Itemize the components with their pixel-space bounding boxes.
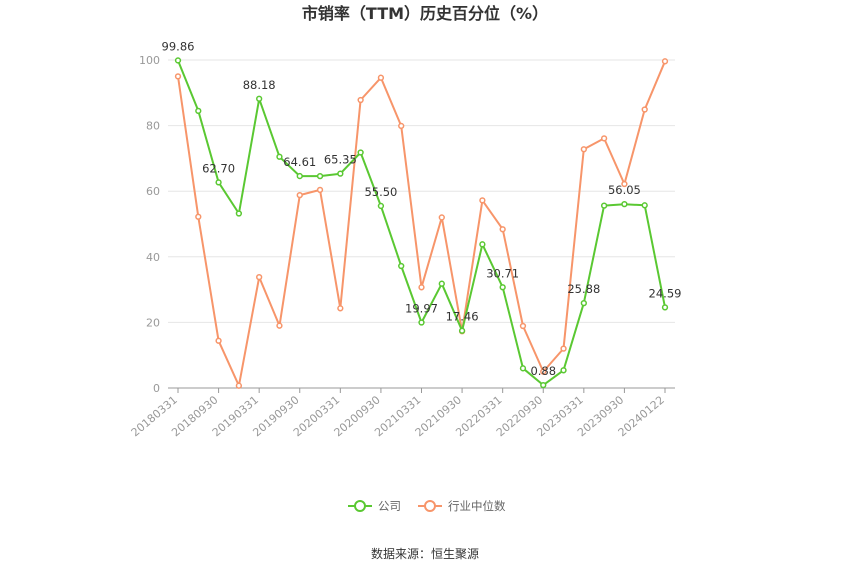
data-point[interactable] <box>316 172 324 180</box>
data-point[interactable] <box>296 191 303 199</box>
data-point[interactable] <box>540 381 547 389</box>
data-point[interactable] <box>316 186 324 194</box>
data-point[interactable] <box>560 345 567 352</box>
series-line <box>177 60 666 387</box>
data-point[interactable] <box>519 322 527 330</box>
y-tick-label: 80 <box>146 120 160 133</box>
y-tick-label: 100 <box>139 54 160 67</box>
y-tick-label: 60 <box>146 185 160 198</box>
data-point[interactable] <box>398 262 405 270</box>
data-point[interactable] <box>580 299 587 307</box>
data-point[interactable] <box>418 319 425 326</box>
data-point[interactable] <box>398 122 405 130</box>
legend-marker <box>424 500 436 512</box>
data-label: 0.88 <box>530 364 556 378</box>
data-label: 99.86 <box>162 39 195 53</box>
legend-marker <box>354 500 366 512</box>
data-point[interactable] <box>256 273 263 281</box>
data-point[interactable] <box>661 304 669 311</box>
data-point[interactable] <box>174 73 182 80</box>
data-point[interactable] <box>174 57 182 64</box>
data-label: 64.61 <box>283 155 316 169</box>
data-point[interactable] <box>357 96 364 104</box>
data-point[interactable] <box>276 153 283 160</box>
data-point[interactable] <box>621 201 628 208</box>
data-point[interactable] <box>276 322 283 329</box>
data-point[interactable] <box>256 95 263 102</box>
data-point[interactable] <box>215 337 222 344</box>
legend-label: 公司 <box>378 499 401 513</box>
data-label: 56.05 <box>608 183 641 197</box>
y-tick-label: 40 <box>146 251 160 264</box>
data-point[interactable] <box>499 284 506 291</box>
data-label: 65.35 <box>324 153 357 167</box>
data-point[interactable] <box>438 280 445 287</box>
data-point[interactable] <box>357 149 364 156</box>
data-point[interactable] <box>621 180 628 188</box>
data-point[interactable] <box>661 58 669 65</box>
legend[interactable]: 公司 行业中位数 <box>348 499 506 513</box>
data-point[interactable] <box>641 202 648 209</box>
data-point[interactable] <box>499 226 506 233</box>
y-tick-label: 0 <box>153 382 160 395</box>
axes: 0204060801002018033120180930201903312019… <box>129 54 675 439</box>
data-point[interactable] <box>215 179 222 186</box>
data-point[interactable] <box>418 284 425 291</box>
data-label: 19.97 <box>405 301 438 315</box>
data-point[interactable] <box>296 172 303 180</box>
legend-item[interactable]: 公司 <box>348 499 401 513</box>
data-label: 55.50 <box>364 185 397 199</box>
data-point[interactable] <box>519 365 527 372</box>
grid-lines <box>168 59 675 323</box>
series-line <box>177 60 666 387</box>
data-point[interactable] <box>641 106 648 113</box>
data-label: 30.71 <box>486 266 519 280</box>
data-point[interactable] <box>560 367 567 374</box>
data-label: 24.59 <box>649 286 682 300</box>
data-point[interactable] <box>377 202 385 210</box>
data-point[interactable] <box>540 368 547 375</box>
data-label: 25.88 <box>567 282 600 296</box>
data-point[interactable] <box>195 213 202 220</box>
data-label: 17.46 <box>446 310 479 324</box>
data-label: 88.18 <box>243 78 276 92</box>
legend-item[interactable]: 行业中位数 <box>418 499 506 513</box>
chart-title: 市销率（TTM）历史百分位（%） <box>302 4 548 23</box>
data-point[interactable] <box>235 210 243 217</box>
data-point[interactable] <box>479 197 486 204</box>
data-point[interactable] <box>600 135 608 142</box>
y-tick-label: 20 <box>146 316 160 329</box>
data-point[interactable] <box>580 146 587 153</box>
data-point[interactable] <box>337 305 344 312</box>
source-note: 数据来源：恒生聚源 <box>371 546 479 561</box>
data-point[interactable] <box>458 327 466 334</box>
data-label: 62.70 <box>202 161 235 175</box>
data-point[interactable] <box>195 107 202 114</box>
legend-label: 行业中位数 <box>448 499 506 513</box>
data-labels: 99.86 62.70 88.18 64.61 65.35 55.50 19.97 17.46… <box>162 39 682 378</box>
data-point[interactable] <box>438 214 445 221</box>
data-point[interactable] <box>479 241 486 248</box>
data-point[interactable] <box>235 382 243 389</box>
data-point[interactable] <box>600 202 608 209</box>
data-point[interactable] <box>337 170 344 177</box>
data-point[interactable] <box>377 74 385 81</box>
series-layer <box>174 57 669 389</box>
